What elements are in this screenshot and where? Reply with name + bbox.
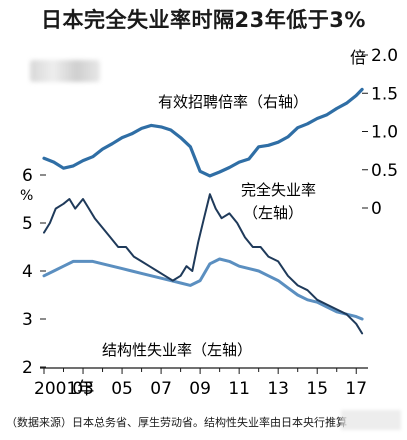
- left-axis: % 2 3 4 5 6: [20, 166, 46, 378]
- right-axis-unit: 倍: [350, 48, 366, 67]
- left-tick-label: 3: [22, 310, 33, 330]
- source-watermark: [341, 410, 401, 430]
- blurred-watermark: [30, 60, 100, 82]
- left-axis-unit: %: [20, 188, 33, 204]
- right-axis: 倍 0 0.5 1.0 1.5 2.0: [350, 46, 398, 219]
- right-tick-label: 1.5: [371, 84, 398, 104]
- left-tick-label: 2: [22, 358, 33, 378]
- x-tick-label: 09: [189, 379, 211, 399]
- x-tick-label: 11: [228, 379, 250, 399]
- left-tick-label: 5: [22, 214, 33, 234]
- unemployment-line: [43, 193, 364, 335]
- unemployment-annotation-line1: 完全失业率: [241, 181, 316, 199]
- series-layer: [42, 87, 364, 335]
- right-axis-ticks: 0 0.5 1.0 1.5 2.0: [362, 46, 398, 219]
- right-tick-label: 1.0: [371, 123, 398, 143]
- right-tick-label: 2.0: [371, 46, 398, 66]
- unemployment-annotation-line2: （左轴）: [243, 204, 303, 222]
- x-tick-label: 17: [345, 379, 367, 399]
- left-tick-label: 4: [22, 262, 33, 282]
- x-tick-label: 05: [111, 379, 133, 399]
- right-tick-label: 0: [371, 199, 382, 219]
- chart-title: 日本完全失业率时隔23年低于3%: [41, 8, 366, 32]
- left-axis-ticks: 2 3 4 5 6: [22, 166, 46, 378]
- job-ratio-line: [42, 87, 364, 178]
- x-tick-label: 07: [150, 379, 172, 399]
- left-tick-label: 6: [22, 166, 33, 186]
- job-ratio-annotation: 有效招聘倍率（右轴）: [158, 93, 308, 111]
- x-tick-label: 15: [306, 379, 328, 399]
- source-note: （数据来源）日本总务省、厚生劳动省。结构性失业率由日本央行推算: [6, 416, 347, 429]
- structural-unemployment-line: [42, 257, 364, 321]
- x-tick-label: 03: [72, 379, 94, 399]
- right-tick-label: 0.5: [371, 161, 398, 181]
- x-tick-label: 13: [267, 379, 289, 399]
- x-tick-label: 2001年: [34, 379, 94, 399]
- structural-annotation: 结构性失业率（左轴）: [102, 341, 252, 359]
